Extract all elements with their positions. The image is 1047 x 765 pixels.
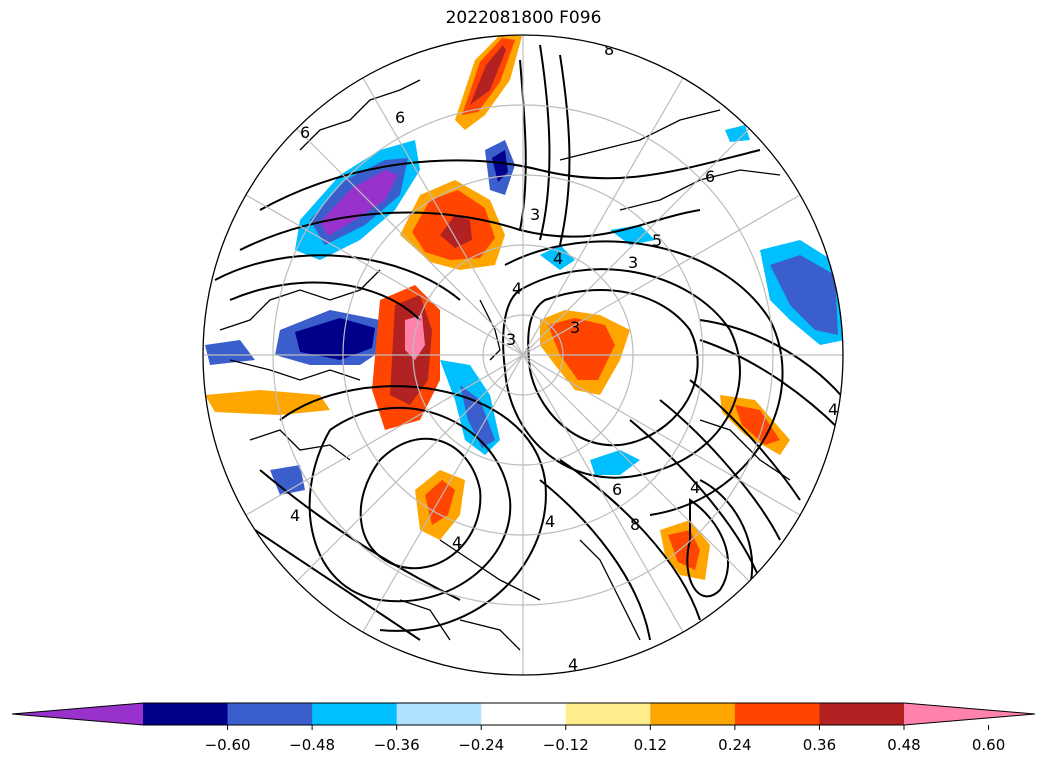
colorbar-segment	[481, 703, 567, 725]
contour-label: 6	[612, 480, 622, 499]
colorbar-tick-label: −0.60	[204, 736, 251, 754]
anomaly-shading	[205, 35, 843, 580]
contour-label: 8	[630, 515, 640, 534]
map-title: 2022081800 F096	[445, 8, 602, 28]
colorbar-segment	[650, 703, 736, 725]
colorbar-segment	[396, 703, 482, 725]
colorbar-segments	[11, 702, 1036, 726]
contour-label: 4	[512, 279, 522, 298]
contour-label: 6	[705, 167, 715, 186]
colorbar-tick-label: −0.12	[542, 736, 589, 754]
colorbar-ticks	[227, 725, 990, 730]
map-boundary	[202, 34, 844, 676]
contour-label: 4	[545, 512, 555, 531]
coastlines	[219, 79, 791, 651]
colorbar-tick-label: 0.24	[718, 736, 752, 754]
colorbar-tick-label: 0.36	[802, 736, 837, 754]
colorbar-segment	[312, 703, 398, 725]
colorbar-extend-min	[12, 703, 143, 725]
colorbar-tick-label: 0.12	[633, 736, 668, 754]
colorbar-tick-label: −0.24	[458, 736, 505, 754]
colorbar-tick-label: 0.60	[971, 736, 1006, 754]
colorbar-segment	[227, 703, 313, 725]
contour-label: 4	[828, 400, 838, 419]
colorbar	[11, 702, 1036, 730]
contour-label: 4	[290, 506, 300, 525]
colorbar-segment	[734, 703, 820, 725]
contour-label: 4	[690, 478, 700, 497]
colorbar-tick-label: −0.36	[373, 736, 420, 754]
contour-label: 6	[395, 108, 405, 127]
contour-label: 4	[568, 655, 578, 674]
map-contents: 8 6 6 6 5 3 4 3 3 3 4 4 6 4 4 4 8 4 4	[203, 35, 843, 675]
contour-label: 3	[570, 318, 580, 337]
contour-label: 5	[652, 231, 662, 250]
colorbar-outline	[11, 702, 1036, 726]
contour-label: 3	[628, 253, 638, 272]
colorbar-segment	[565, 703, 651, 725]
colorbar-segment	[819, 703, 905, 725]
colorbar-extend-max	[904, 703, 1035, 725]
polar-map: 8 6 6 6 5 3 4 3 3 3 4 4 6 4 4 4 8 4 4	[202, 34, 844, 676]
contour-label: 3	[506, 330, 516, 349]
contour-label: 4	[452, 533, 462, 552]
colorbar-segment	[143, 703, 229, 725]
contour-label: 4	[553, 249, 563, 268]
graticule	[203, 35, 843, 675]
contour-label: 6	[300, 123, 310, 142]
contour-label: 8	[604, 40, 614, 59]
contour-label: 3	[530, 205, 540, 224]
colorbar-tick-label: 0.48	[887, 736, 921, 754]
colorbar-tick-label: −0.48	[289, 736, 336, 754]
contour-labels: 8 6 6 6 5 3 4 3 3 3 4 4 6 4 4 4 8 4 4	[290, 40, 838, 674]
